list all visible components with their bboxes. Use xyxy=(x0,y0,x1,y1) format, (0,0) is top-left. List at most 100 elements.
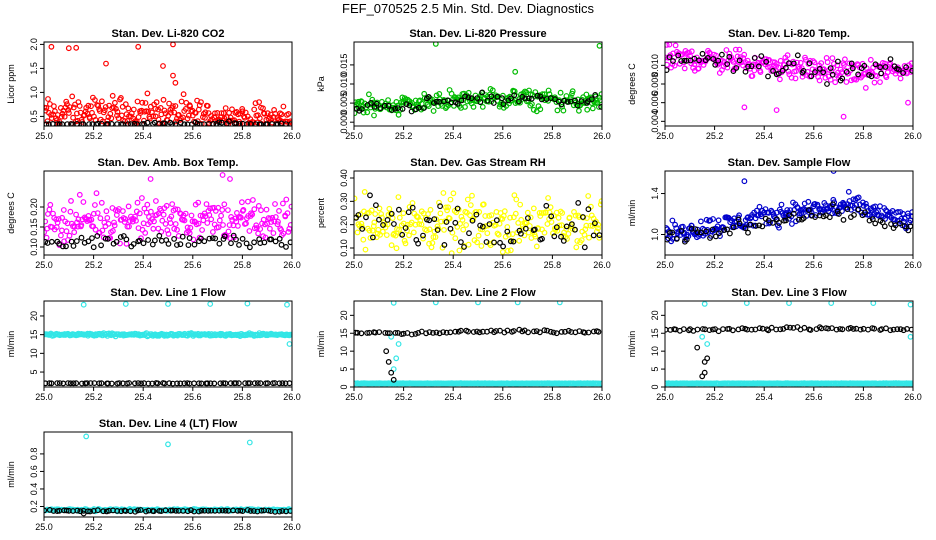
data-point xyxy=(512,210,519,217)
outlier-point xyxy=(385,359,392,365)
data-point xyxy=(554,107,561,114)
data-point xyxy=(672,42,679,49)
y-tick-label: 10 xyxy=(650,346,660,356)
data-point xyxy=(530,205,537,212)
data-point xyxy=(855,206,862,213)
data-point xyxy=(102,104,109,110)
outlier-point xyxy=(773,107,780,113)
data-point xyxy=(431,216,438,223)
x-tick-label: 25.2 xyxy=(85,131,103,141)
data-points xyxy=(44,433,292,517)
data-point xyxy=(166,380,173,387)
data-point xyxy=(145,108,152,115)
data-point xyxy=(161,107,168,114)
data-point xyxy=(278,111,285,118)
data-point xyxy=(699,50,706,57)
data-point xyxy=(388,107,395,113)
data-point xyxy=(494,230,501,237)
panel-title: Stan. Dev. Gas Stream RH xyxy=(410,157,546,169)
data-point xyxy=(104,117,111,124)
data-point xyxy=(186,235,193,242)
data-point xyxy=(287,239,292,246)
data-point xyxy=(547,328,554,335)
data-point xyxy=(557,89,564,96)
data-point xyxy=(516,98,522,105)
data-point xyxy=(427,206,434,213)
data-point xyxy=(220,380,227,387)
data-point xyxy=(585,329,592,336)
data-point xyxy=(406,102,413,109)
x-tick-label: 25.6 xyxy=(494,260,512,270)
data-point xyxy=(256,99,263,105)
y-tick-label: 0.004 xyxy=(650,110,660,133)
data-point xyxy=(143,508,149,515)
y-tick-label: 15 xyxy=(650,328,660,338)
data-point xyxy=(276,508,283,515)
data-point xyxy=(575,199,582,206)
data-point xyxy=(373,202,379,209)
outlier-point xyxy=(246,439,253,446)
x-tick-label: 25.8 xyxy=(234,522,252,532)
data-point xyxy=(443,204,449,211)
data-point xyxy=(224,207,231,214)
data-point xyxy=(429,239,436,246)
x-tick-label: 25.4 xyxy=(755,131,773,141)
data-point xyxy=(355,212,362,218)
data-point xyxy=(436,199,442,206)
panel-title: Stan. Dev. Line 2 Flow xyxy=(420,287,536,299)
data-point xyxy=(184,224,191,231)
data-point xyxy=(827,65,834,71)
data-point xyxy=(744,57,751,64)
y-tick-label: 2.0 xyxy=(29,38,39,51)
data-point xyxy=(816,212,823,219)
data-point xyxy=(182,105,189,112)
data-point xyxy=(222,380,229,387)
data-point xyxy=(257,121,264,126)
data-point xyxy=(232,380,239,387)
data-point xyxy=(444,207,451,214)
data-point xyxy=(261,239,268,246)
data-point xyxy=(172,103,179,109)
data-point xyxy=(95,102,102,109)
data-point xyxy=(430,234,437,241)
data-point xyxy=(909,209,913,216)
x-tick-label: 26.0 xyxy=(904,392,922,402)
data-point xyxy=(683,236,690,243)
data-point xyxy=(688,48,695,55)
data-point xyxy=(433,98,440,105)
data-point xyxy=(67,380,74,387)
data-point xyxy=(48,111,54,118)
data-point xyxy=(144,119,151,126)
data-point xyxy=(477,222,484,229)
data-point xyxy=(558,329,565,335)
data-point xyxy=(68,197,74,204)
data-point xyxy=(395,111,402,118)
data-point xyxy=(872,220,879,227)
data-point xyxy=(797,59,804,66)
data-point xyxy=(168,213,175,220)
data-point xyxy=(681,57,688,64)
data-point xyxy=(123,236,130,243)
data-point xyxy=(748,63,755,70)
data-point xyxy=(516,227,523,234)
data-point xyxy=(670,58,676,64)
x-tick-label: 25.0 xyxy=(35,522,53,532)
data-point xyxy=(785,68,792,75)
data-point xyxy=(469,217,476,224)
x-tick-label: 26.0 xyxy=(593,260,611,270)
data-point xyxy=(430,100,437,106)
data-point xyxy=(516,237,523,244)
chart-panel: Stan. Dev. Li-820 Pressure kPa 25.0 25.2 25.… xyxy=(316,28,611,141)
data-point xyxy=(93,190,100,197)
data-point xyxy=(868,73,875,80)
data-point xyxy=(434,227,441,233)
data-point xyxy=(181,380,188,387)
data-point xyxy=(446,215,453,222)
data-point xyxy=(69,93,76,100)
data-point xyxy=(76,103,83,109)
data-point xyxy=(479,223,486,230)
data-point xyxy=(90,210,97,217)
data-point xyxy=(114,108,121,115)
data-point xyxy=(234,222,241,229)
data-point xyxy=(592,220,598,227)
